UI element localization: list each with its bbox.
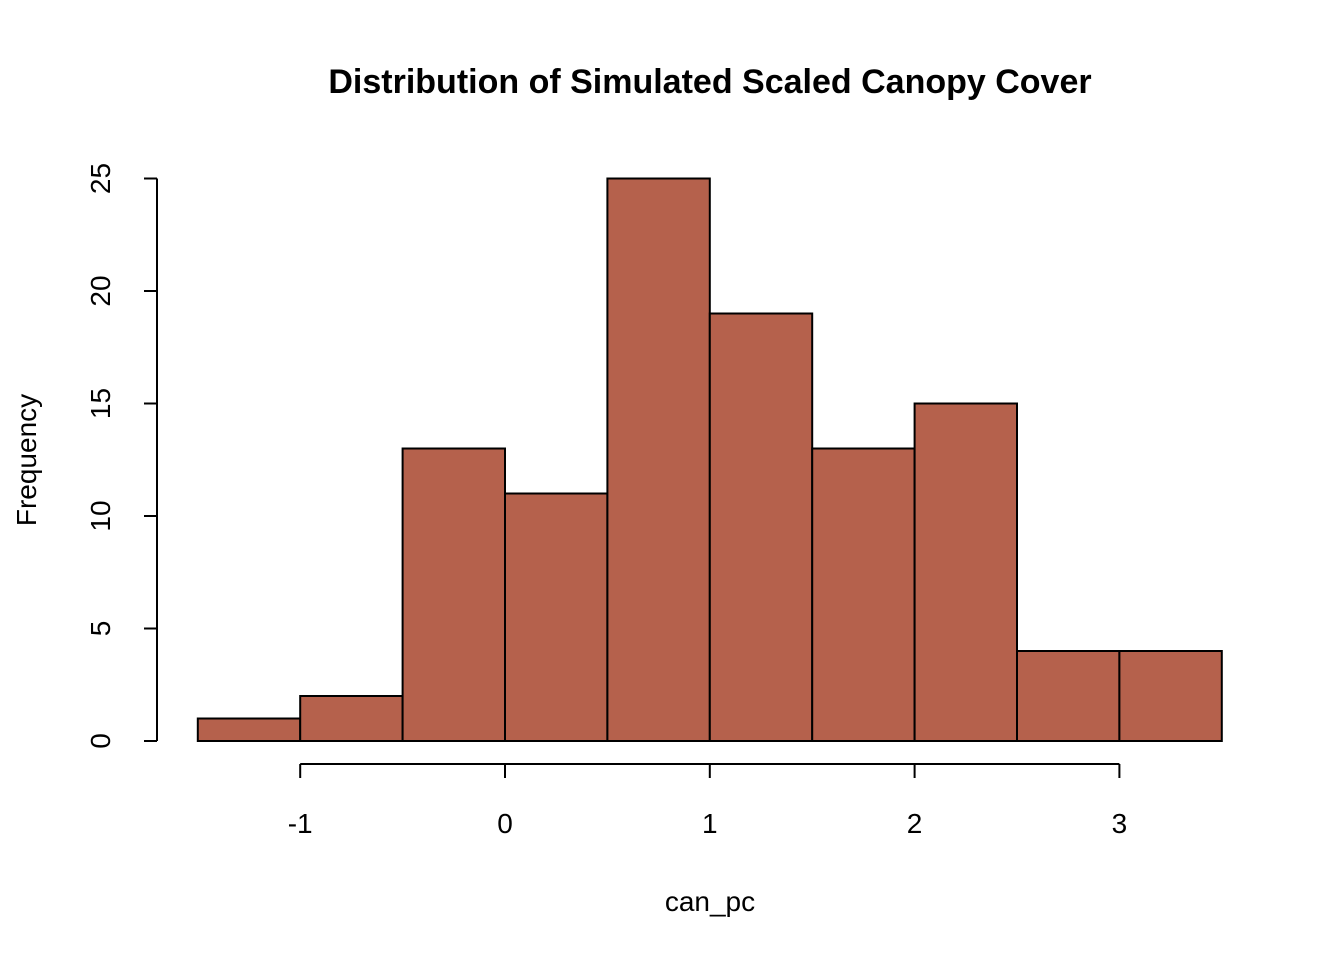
- histogram-bar: [299, 695, 404, 742]
- histogram-bar: [913, 402, 1018, 742]
- x-axis: -1 0 1 2 3: [288, 763, 1128, 839]
- histogram-bar: [504, 492, 609, 742]
- x-axis-label: can_pc: [665, 886, 755, 917]
- y-tick-label: 10: [85, 500, 116, 531]
- chart-title: Distribution of Simulated Scaled Canopy …: [328, 63, 1091, 101]
- y-tick-label: 15: [85, 388, 116, 419]
- y-tick-label: 20: [85, 275, 116, 306]
- bars-group: [196, 177, 1223, 742]
- x-tick-label: 2: [907, 808, 923, 839]
- y-tick-label: 25: [85, 163, 116, 194]
- histogram-bar: [708, 312, 814, 742]
- x-tick-label: 0: [497, 808, 513, 839]
- y-tick-label: 0: [85, 733, 116, 749]
- y-tick-label: 5: [85, 621, 116, 637]
- x-tick-label: 3: [1112, 808, 1128, 839]
- y-axis-label: Frequency: [11, 394, 42, 526]
- y-axis: 0 5 10 15 20 25: [85, 163, 158, 749]
- histogram-bar: [811, 447, 916, 742]
- histogram-bar: [1118, 650, 1223, 742]
- histogram-bar: [401, 447, 507, 742]
- histogram-bar: [1016, 650, 1121, 742]
- histogram-bar: [196, 717, 302, 742]
- histogram-bar: [606, 177, 711, 742]
- x-tick-label: 1: [702, 808, 718, 839]
- x-tick-label: -1: [288, 808, 313, 839]
